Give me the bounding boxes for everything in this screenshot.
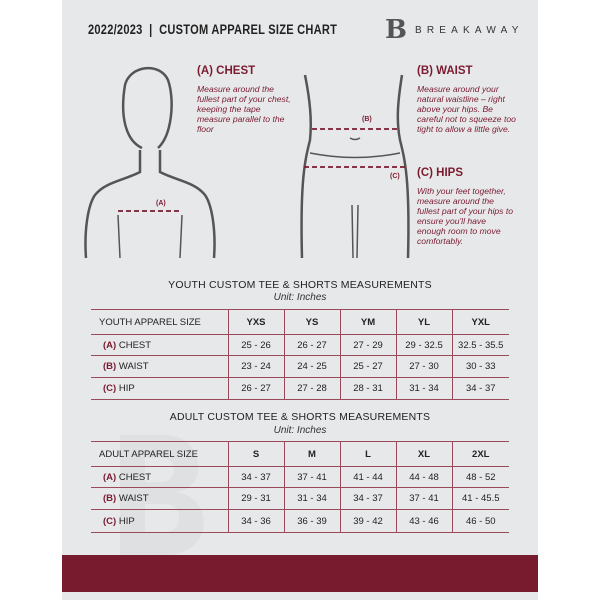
row-name: WAIST [118, 493, 149, 504]
hips-instructions: With your feet together, measure around … [417, 186, 514, 246]
cell: 39 - 42 [339, 509, 396, 533]
table-row: (B) WAIST 29 - 31 31 - 34 34 - 37 37 - 41 41 … [91, 487, 509, 510]
size-header: YXL [451, 309, 509, 335]
youth-unit: Unit: Inches [273, 292, 327, 303]
row-label: (A) CHEST [91, 334, 228, 356]
cell: 34 - 36 [227, 509, 284, 533]
chest-heading: (A) CHEST [197, 65, 256, 77]
size-header: YS [283, 309, 340, 335]
row-label: (C) HIP [91, 377, 228, 400]
size-header: M [283, 441, 340, 467]
hips-figure [300, 74, 410, 259]
cell: 34 - 37 [339, 487, 396, 510]
hips-heading: (C) HIPS [417, 167, 463, 179]
logo-text: BREAKAWAY [414, 24, 524, 36]
table-row: (B) WAIST 23 - 24 24 - 25 25 - 27 27 - 30 30 … [91, 355, 509, 378]
cell: 26 - 27 [283, 334, 340, 356]
table-row: (C) HIP 26 - 27 27 - 28 28 - 31 31 - 34 34 - … [91, 377, 509, 400]
cell: 48 - 52 [451, 466, 509, 488]
waist-heading: (B) WAIST [417, 65, 473, 77]
cell: 43 - 46 [395, 509, 452, 533]
adult-size-table: ADULT APPAREL SIZE S M L XL 2XL (A) CHEST 34 … [91, 441, 509, 533]
row-label: (B) WAIST [91, 355, 228, 378]
cell: 24 - 25 [283, 355, 340, 378]
chest-figure [84, 66, 216, 259]
cell: 34 - 37 [451, 377, 509, 400]
table-row: (A) CHEST 34 - 37 37 - 41 41 - 44 44 - 48 48 … [91, 466, 509, 488]
row-name: HIP [118, 383, 135, 394]
row-code: (B) [103, 493, 117, 504]
size-header: XL [395, 441, 452, 467]
size-header: YXS [227, 309, 284, 335]
cell: 41 - 45.5 [451, 487, 509, 510]
hips-marker: (C) [390, 173, 400, 180]
logo-mark-icon: B [385, 15, 407, 45]
size-header: L [339, 441, 396, 467]
table-row: (C) HIP 34 - 36 36 - 39 39 - 42 43 - 46 46 - … [91, 509, 509, 533]
row-name: CHEST [118, 471, 152, 483]
waist-marker: (B) [362, 116, 372, 123]
cell: 29 - 32.5 [395, 334, 452, 356]
cell: 28 - 31 [339, 377, 396, 400]
cell: 41 - 44 [339, 466, 396, 488]
cell: 32.5 - 35.5 [451, 334, 509, 356]
row-label: (B) WAIST [91, 487, 228, 510]
chest-marker: (A) [156, 200, 166, 207]
size-label: ADULT APPAREL SIZE [91, 441, 228, 467]
cell: 30 - 33 [451, 355, 509, 378]
cell: 25 - 27 [339, 355, 396, 378]
row-name: WAIST [118, 361, 149, 372]
size-label: YOUTH APPAREL SIZE [91, 309, 228, 335]
cell: 23 - 24 [227, 355, 284, 378]
cell: 31 - 34 [283, 487, 340, 510]
waist-instructions: Measure around your natural waistline – … [417, 84, 516, 134]
cell: 26 - 27 [227, 377, 284, 400]
cell: 27 - 30 [395, 355, 452, 378]
row-code: (C) [103, 515, 117, 527]
cell: 25 - 26 [227, 334, 284, 356]
row-name: CHEST [118, 339, 152, 351]
footer-band [62, 555, 538, 592]
size-header: YM [339, 309, 396, 335]
cell: 27 - 29 [339, 334, 396, 356]
cell: 37 - 41 [283, 466, 340, 488]
row-name: HIP [118, 515, 135, 527]
adult-heading: ADULT CUSTOM TEE & SHORTS MEASUREMENTS [169, 411, 431, 423]
row-label: (C) HIP [91, 509, 228, 533]
cell: 29 - 31 [227, 487, 284, 510]
cell: 36 - 39 [283, 509, 340, 533]
size-header: YL [395, 309, 452, 335]
cell: 31 - 34 [395, 377, 452, 400]
row-code: (C) [103, 383, 117, 394]
chest-instructions: Measure around the fullest part of your … [197, 84, 291, 134]
table-row: (A) CHEST 25 - 26 26 - 27 27 - 29 29 - 32.5 3… [91, 334, 509, 356]
cell: 37 - 41 [395, 487, 452, 510]
row-label: (A) CHEST [91, 466, 228, 488]
brand-logo: B BREAKAWAY [385, 17, 524, 43]
row-code: (B) [103, 361, 117, 372]
measurement-figures [84, 66, 410, 259]
youth-heading: YOUTH CUSTOM TEE & SHORTS MEASUREMENTS [168, 279, 432, 291]
cell: 27 - 28 [283, 377, 340, 400]
size-header: S [227, 441, 284, 467]
cell: 46 - 50 [451, 509, 509, 533]
size-header: 2XL [451, 441, 509, 467]
youth-size-table: YOUTH APPAREL SIZE YXS YS YM YL YXL (A) CHES… [91, 309, 509, 400]
adult-unit: Unit: Inches [273, 425, 327, 436]
table-header-row: YOUTH APPAREL SIZE YXS YS YM YL YXL [91, 309, 509, 335]
row-code: (A) [103, 339, 117, 351]
row-code: (A) [103, 471, 117, 483]
cell: 44 - 48 [395, 466, 452, 488]
cell: 34 - 37 [227, 466, 284, 488]
table-header-row: ADULT APPAREL SIZE S M L XL 2XL [91, 441, 509, 467]
